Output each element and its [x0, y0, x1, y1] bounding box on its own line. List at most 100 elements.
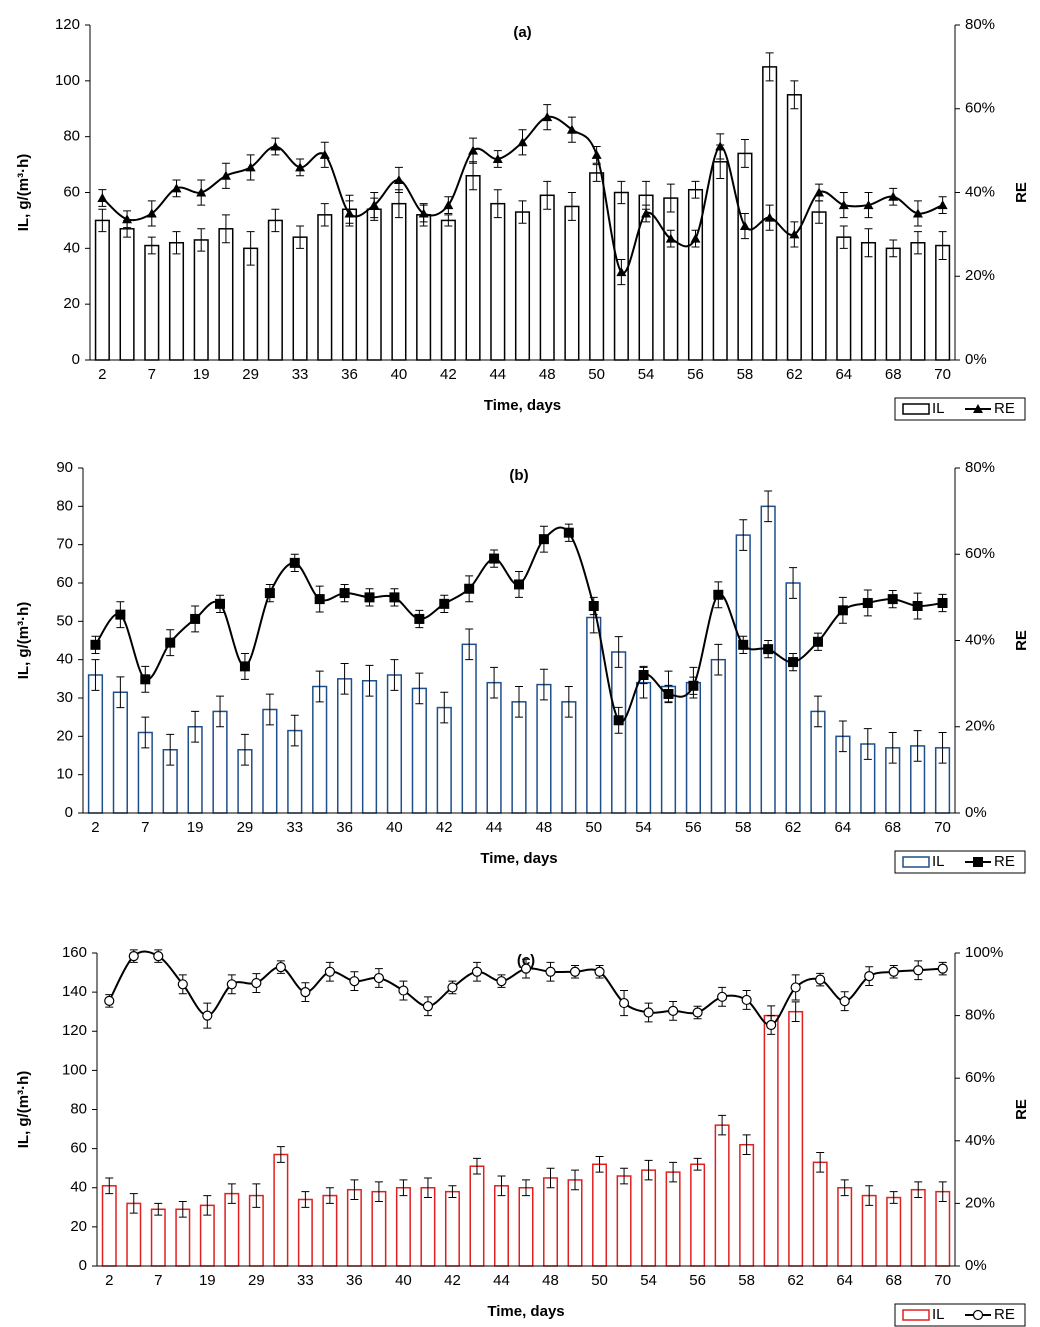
error-bar	[693, 1157, 702, 1171]
marker	[97, 192, 108, 202]
bar	[712, 161, 728, 361]
marker	[812, 636, 823, 647]
bar	[785, 582, 801, 814]
bar	[690, 1163, 706, 1267]
bar	[641, 1169, 657, 1267]
bar	[543, 1177, 559, 1267]
bar	[687, 188, 704, 361]
bar	[420, 1187, 436, 1267]
error-bar	[276, 1146, 285, 1163]
error-bar	[141, 716, 150, 749]
error-bar	[666, 183, 675, 213]
marker	[542, 112, 553, 122]
bar	[910, 242, 926, 361]
marker	[324, 966, 335, 977]
error-bar	[938, 1181, 947, 1202]
bar	[391, 202, 407, 361]
marker	[153, 951, 164, 962]
marker	[115, 609, 126, 620]
error-bar	[227, 1183, 236, 1204]
y-tick-label: 80	[56, 497, 73, 514]
error-bar	[813, 695, 822, 728]
error-bar	[522, 1179, 530, 1197]
error-bar	[691, 180, 700, 199]
error-bar	[191, 710, 200, 743]
bar	[465, 175, 481, 361]
marker	[517, 137, 528, 147]
x-tick-label: 29	[242, 366, 259, 383]
error-bar	[816, 1152, 825, 1173]
y-axis-label: IL, g/(m³·h)	[15, 1071, 32, 1148]
error-bar	[105, 1177, 114, 1195]
x-tick-label: 64	[835, 366, 852, 383]
marker	[566, 124, 577, 134]
marker	[373, 972, 385, 984]
marker	[443, 200, 454, 210]
y-tick-label: 100	[62, 1061, 87, 1078]
error-bar	[246, 231, 255, 266]
x-axis-label: Time, days	[480, 850, 557, 867]
bar	[175, 1208, 191, 1267]
marker	[663, 688, 674, 699]
marker	[389, 592, 400, 603]
x-tick-label: 36	[346, 1272, 363, 1289]
bar	[737, 152, 753, 361]
marker	[814, 187, 825, 197]
error-bar	[444, 214, 453, 227]
error-bar	[203, 1195, 212, 1216]
bar	[312, 685, 328, 814]
x-tick-label: 56	[685, 819, 702, 836]
y-tick-label: 0	[79, 1257, 87, 1274]
marker	[665, 233, 676, 243]
error-bar	[91, 659, 100, 691]
bar	[444, 1190, 460, 1267]
marker	[717, 991, 728, 1002]
bar	[361, 680, 378, 814]
y-tick-label: 60	[63, 183, 80, 200]
error-bar	[740, 138, 749, 168]
bar	[193, 239, 209, 361]
y-tick-label: 70	[56, 536, 73, 553]
marker	[165, 637, 176, 648]
x-tick-label: 68	[884, 819, 901, 836]
marker	[492, 154, 503, 163]
y2-tick-label: 0%	[965, 804, 987, 821]
bar	[567, 1179, 583, 1267]
marker	[913, 965, 924, 976]
error-bar	[315, 670, 324, 703]
x-tick-label: 50	[591, 1272, 608, 1289]
marker	[349, 976, 360, 987]
x-tick-label: 62	[787, 1272, 804, 1289]
marker	[344, 208, 355, 218]
marker	[937, 597, 948, 608]
x-tick-label: 68	[885, 1272, 902, 1289]
error-bar	[221, 214, 230, 244]
y-tick-label: 120	[55, 16, 80, 33]
error-bar	[742, 1134, 751, 1155]
error-bar	[271, 208, 280, 233]
bar	[119, 228, 135, 361]
x-tick-label: 33	[292, 366, 309, 383]
error-bar	[515, 686, 523, 718]
bar	[273, 1153, 289, 1267]
bar	[885, 247, 901, 361]
marker	[215, 598, 226, 609]
legend-swatch	[902, 1309, 930, 1321]
chart-title: (a)	[513, 24, 531, 41]
bar	[811, 211, 827, 361]
x-tick-label: 2	[91, 819, 99, 836]
x-tick-label: 2	[105, 1272, 113, 1289]
error-bar	[320, 203, 329, 227]
error-bar	[765, 52, 774, 82]
x-tick-label: 50	[588, 366, 605, 383]
x-tick-label: 58	[737, 366, 754, 383]
error-bar	[790, 80, 799, 110]
marker	[690, 233, 701, 243]
bar	[87, 674, 104, 814]
error-bar	[938, 732, 947, 764]
error-bar	[791, 1001, 800, 1022]
marker	[202, 1010, 213, 1021]
x-axis-label: Time, days	[484, 397, 561, 414]
marker	[715, 141, 726, 151]
error-bar	[669, 1161, 678, 1183]
